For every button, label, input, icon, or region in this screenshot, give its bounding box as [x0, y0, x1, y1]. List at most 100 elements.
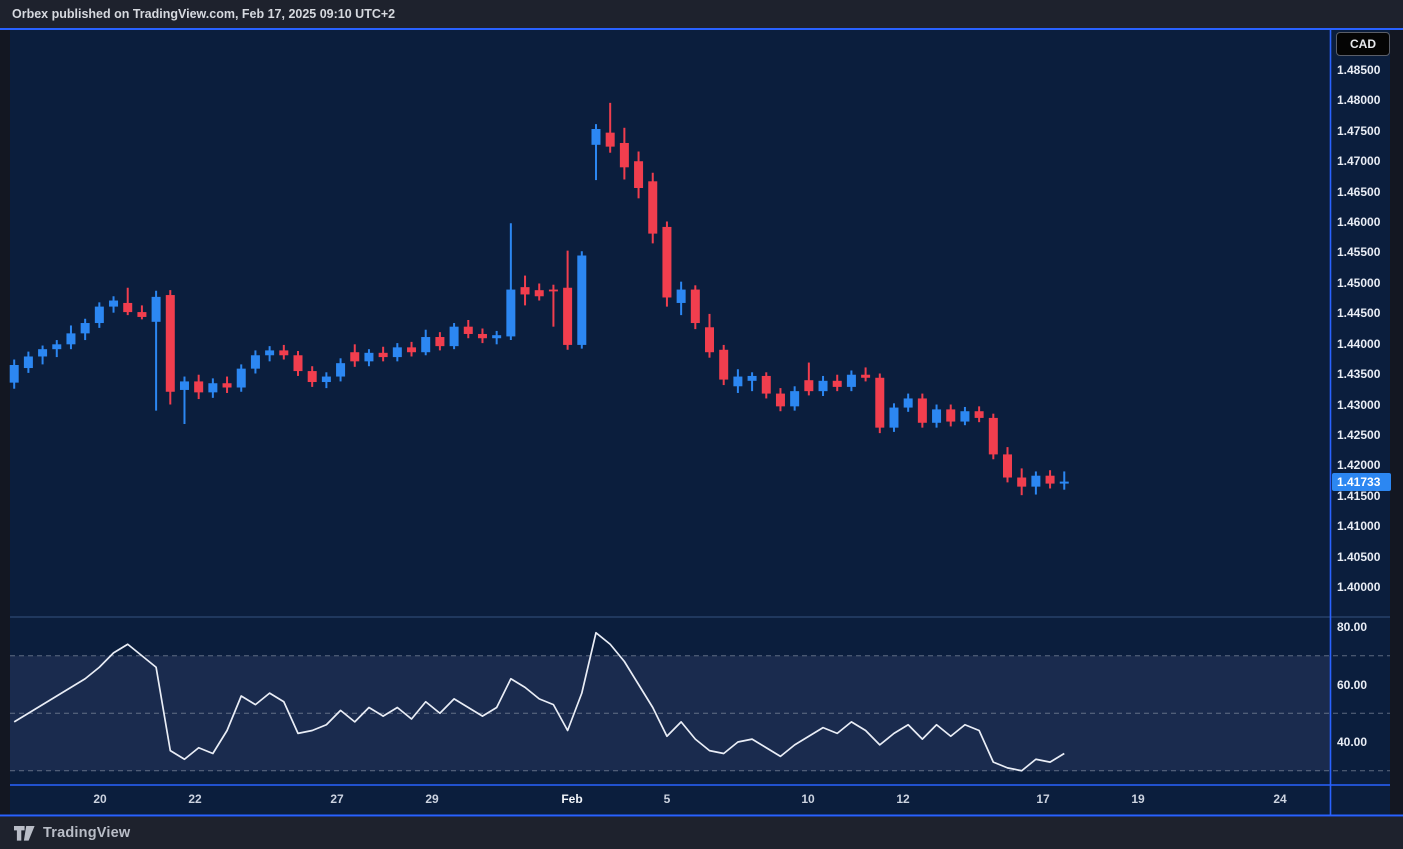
candle-body: [690, 289, 700, 324]
candle-body: [1059, 481, 1069, 484]
price-tick-label: 1.45500: [1337, 245, 1381, 260]
candle-body: [449, 326, 459, 347]
candle-body: [1045, 475, 1055, 484]
candle-body: [747, 375, 757, 381]
candle-body: [1003, 454, 1012, 478]
candle-body: [321, 376, 331, 383]
tradingview-logo-icon[interactable]: [14, 825, 35, 841]
candle-body: [818, 380, 828, 392]
candle-body: [875, 377, 885, 428]
candle-body: [775, 393, 785, 407]
candle-body: [477, 333, 487, 339]
candle-body: [662, 226, 672, 298]
rsi-tick-label: 60.00: [1337, 677, 1368, 692]
candle-body: [23, 356, 33, 369]
candle-body: [974, 411, 984, 418]
candle-body: [421, 337, 431, 353]
candle-body: [38, 349, 48, 357]
candle-body: [1017, 477, 1027, 487]
time-tick-label: Feb: [561, 792, 583, 806]
price-tick-label: 1.43500: [1337, 367, 1381, 382]
candle-body: [648, 181, 658, 234]
candle-body: [719, 349, 729, 380]
candle-body: [151, 296, 161, 322]
price-tick-label: 1.46000: [1337, 215, 1381, 230]
candle-body: [932, 409, 942, 423]
candle-body: [676, 289, 686, 303]
candle-body: [165, 295, 175, 392]
price-tick-label: 1.40000: [1337, 580, 1381, 594]
candle-body: [634, 161, 644, 188]
candle-body: [364, 352, 374, 362]
candle-body: [236, 368, 246, 388]
candle-body: [265, 350, 275, 356]
last-price-label: 1.41733: [1332, 473, 1391, 491]
candle-body: [9, 364, 19, 383]
time-tick-label: 20: [93, 792, 107, 806]
candle-body: [336, 363, 346, 377]
time-tick-label: 27: [330, 792, 344, 806]
candle-body: [605, 132, 615, 147]
price-tick-label: 1.48000: [1337, 93, 1381, 108]
candle-body: [392, 347, 402, 358]
time-tick-label: 10: [801, 792, 815, 806]
candle-body: [307, 371, 317, 383]
price-tick-label: 1.42500: [1337, 427, 1381, 442]
candle-body: [378, 352, 388, 358]
price-tick-label: 1.42000: [1337, 458, 1381, 473]
candle-body: [123, 302, 133, 313]
candle-body: [790, 391, 800, 407]
candle-body: [946, 409, 956, 422]
attribution-text: Orbex published on TradingView.com, Feb …: [12, 7, 396, 21]
price-tick-label: 1.41500: [1337, 488, 1381, 503]
candle-body: [80, 323, 90, 334]
price-tick-label: 1.47000: [1337, 154, 1381, 169]
price-tick-label: 1.40500: [1337, 549, 1381, 564]
candle-body: [917, 398, 927, 423]
candle-body: [350, 352, 360, 362]
time-tick-label: 24: [1273, 792, 1287, 806]
candle-body: [194, 381, 204, 393]
currency-toggle-button[interactable]: CAD: [1336, 32, 1390, 56]
time-tick-label: 5: [663, 792, 671, 806]
candle-body: [761, 375, 771, 394]
candle-body: [250, 355, 260, 369]
time-tick-label: 29: [425, 792, 439, 806]
price-tick-label: 1.48500: [1337, 63, 1381, 77]
candle-body: [506, 289, 516, 337]
candle-body: [960, 411, 970, 422]
candle-body: [463, 326, 473, 334]
rsi-tick-label: 40.00: [1337, 735, 1368, 749]
candle-body: [435, 337, 445, 347]
candle-body: [563, 287, 573, 345]
candle-body: [534, 290, 544, 297]
candle-body: [577, 255, 587, 345]
time-tick-label: 19: [1131, 792, 1145, 806]
candle-body: [179, 381, 189, 390]
price-tick-label: 1.44500: [1337, 306, 1381, 321]
candle-body: [66, 333, 76, 345]
rsi-tick-label: 80.00: [1337, 620, 1368, 634]
tradingview-brand-text[interactable]: TradingView: [43, 825, 131, 841]
candle-body: [846, 374, 856, 387]
candle-body: [889, 407, 899, 428]
price-tick-label: 1.46500: [1337, 184, 1381, 199]
candle-body: [293, 355, 303, 372]
candle-body: [861, 374, 871, 378]
attribution-bar: Orbex published on TradingView.com, Feb …: [0, 0, 1403, 28]
candle-body: [52, 344, 62, 350]
price-tick-label: 1.41000: [1337, 519, 1381, 534]
candle-body: [733, 376, 743, 387]
candle-body: [548, 289, 558, 292]
candle-body: [208, 383, 218, 393]
candle-body: [137, 312, 147, 317]
time-tick-label: 12: [896, 792, 910, 806]
price-tick-label: 1.45000: [1337, 275, 1381, 290]
time-tick-label: 22: [188, 792, 202, 806]
footer-bar: TradingView: [0, 817, 1403, 849]
candle-body: [109, 300, 119, 307]
time-tick-label: 17: [1036, 792, 1050, 806]
price-tick-label: 1.43000: [1337, 397, 1381, 412]
